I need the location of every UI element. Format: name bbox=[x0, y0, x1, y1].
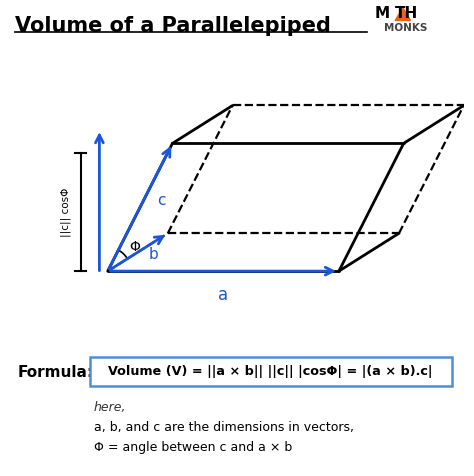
FancyBboxPatch shape bbox=[90, 357, 452, 386]
Text: Formula:: Formula: bbox=[18, 366, 94, 380]
Text: Φ: Φ bbox=[129, 239, 140, 254]
Text: TH: TH bbox=[395, 6, 418, 21]
Text: M: M bbox=[374, 6, 390, 21]
Text: MONKS: MONKS bbox=[384, 23, 428, 33]
Text: c: c bbox=[156, 193, 165, 208]
Text: Volume of a Parallelepiped: Volume of a Parallelepiped bbox=[15, 16, 331, 36]
Text: ||c|| cosΦ: ||c|| cosΦ bbox=[61, 187, 72, 237]
Text: Φ = angle between c and a × b: Φ = angle between c and a × b bbox=[94, 441, 292, 454]
Text: a: a bbox=[218, 286, 228, 304]
Text: b: b bbox=[149, 247, 159, 262]
Polygon shape bbox=[395, 8, 410, 20]
Text: a, b, and c are the dimensions in vectors,: a, b, and c are the dimensions in vector… bbox=[94, 421, 354, 434]
Text: here,: here, bbox=[94, 401, 127, 414]
Text: Volume (V) = ||a × b|| ||c|| |cosΦ| = |(a × b).c|: Volume (V) = ||a × b|| ||c|| |cosΦ| = |(… bbox=[109, 365, 433, 378]
